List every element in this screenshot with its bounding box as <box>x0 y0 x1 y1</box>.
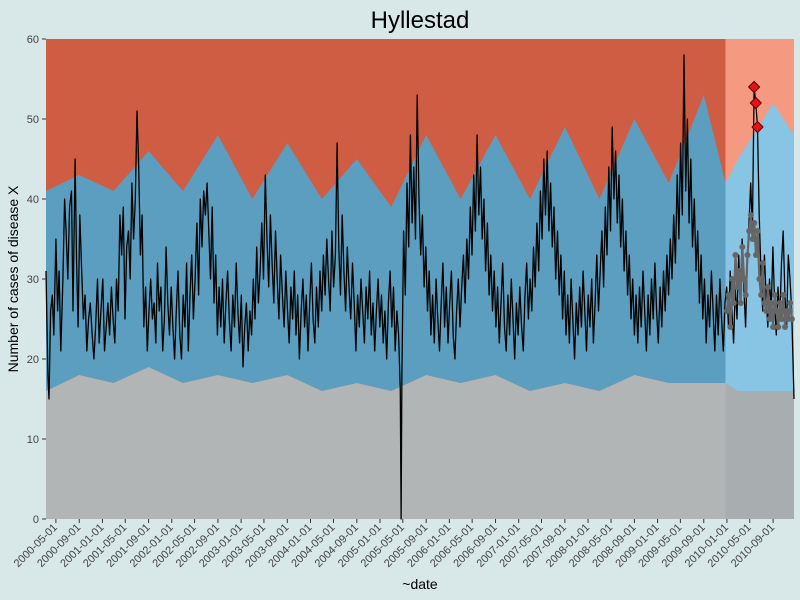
expected-cases-point <box>742 292 749 298</box>
expected-cases-point <box>723 308 730 314</box>
x-axis-title: ~date <box>402 576 438 592</box>
expected-cases-point <box>759 260 766 266</box>
expected-cases-point <box>725 292 732 298</box>
y-tick-label: 0 <box>33 514 39 526</box>
x-axis: 2000-05-012000-09-012001-01-012001-05-01… <box>12 519 777 570</box>
alarm-marker <box>751 120 764 134</box>
expected-cases-point <box>729 276 736 282</box>
y-tick-label: 50 <box>27 114 39 126</box>
baseline-moderate-zone <box>46 95 726 391</box>
expected-cases-point <box>768 300 775 306</box>
expected-cases-point <box>764 284 771 290</box>
expected-cases-point <box>773 308 780 314</box>
y-tick-label: 60 <box>27 34 39 46</box>
expected-cases-point <box>735 268 742 274</box>
expected-cases-point <box>763 308 770 314</box>
expected-cases-point <box>766 316 773 322</box>
expected-cases-point <box>734 284 741 290</box>
expected-cases-point <box>780 292 787 298</box>
expected-cases-point <box>749 236 756 242</box>
expected-cases-point <box>788 316 795 322</box>
baseline-normal-zone <box>46 367 726 519</box>
expected-cases-point <box>730 300 737 306</box>
expected-cases-point <box>778 316 785 322</box>
y-tick-label: 40 <box>27 194 39 206</box>
y-axis-title: Number of cases of disease X <box>5 185 21 372</box>
chart-title: Hyllestad <box>371 7 470 34</box>
expected-cases-point <box>775 324 782 330</box>
observed-cases-line <box>45 54 795 520</box>
expected-cases-point <box>776 300 783 306</box>
y-axis: 0 10 20 30 40 50 60 <box>27 34 46 526</box>
expected-cases-point <box>758 292 765 298</box>
expected-cases-point <box>751 220 758 226</box>
y-tick-label: 20 <box>27 354 39 366</box>
expected-cases-point <box>744 252 751 258</box>
expected-cases-point <box>747 212 754 218</box>
expected-cases-point <box>737 300 744 306</box>
expected-cases-point <box>756 276 763 282</box>
expected-cases-point <box>771 292 778 298</box>
expected-cases-point <box>754 228 761 234</box>
y-tick-label: 10 <box>27 434 39 446</box>
y-tick-label: 30 <box>27 274 39 286</box>
expected-cases-point <box>782 324 789 330</box>
expected-cases-point <box>761 300 768 306</box>
expected-cases-point <box>787 300 794 306</box>
expected-cases-point <box>727 324 734 330</box>
plot-area <box>45 39 795 520</box>
expected-cases-point <box>770 324 777 330</box>
expected-cases-point <box>746 228 753 234</box>
alarm-marker <box>749 96 763 110</box>
expected-cases-point <box>741 276 748 282</box>
baseline-zones <box>46 39 726 519</box>
expected-cases-point <box>732 252 739 258</box>
expected-cases-point <box>783 308 790 314</box>
forecast-normal-zone <box>725 383 794 519</box>
expected-cases-point <box>739 244 746 250</box>
alarm-marker <box>747 80 761 94</box>
expected-cases-point <box>753 252 760 258</box>
